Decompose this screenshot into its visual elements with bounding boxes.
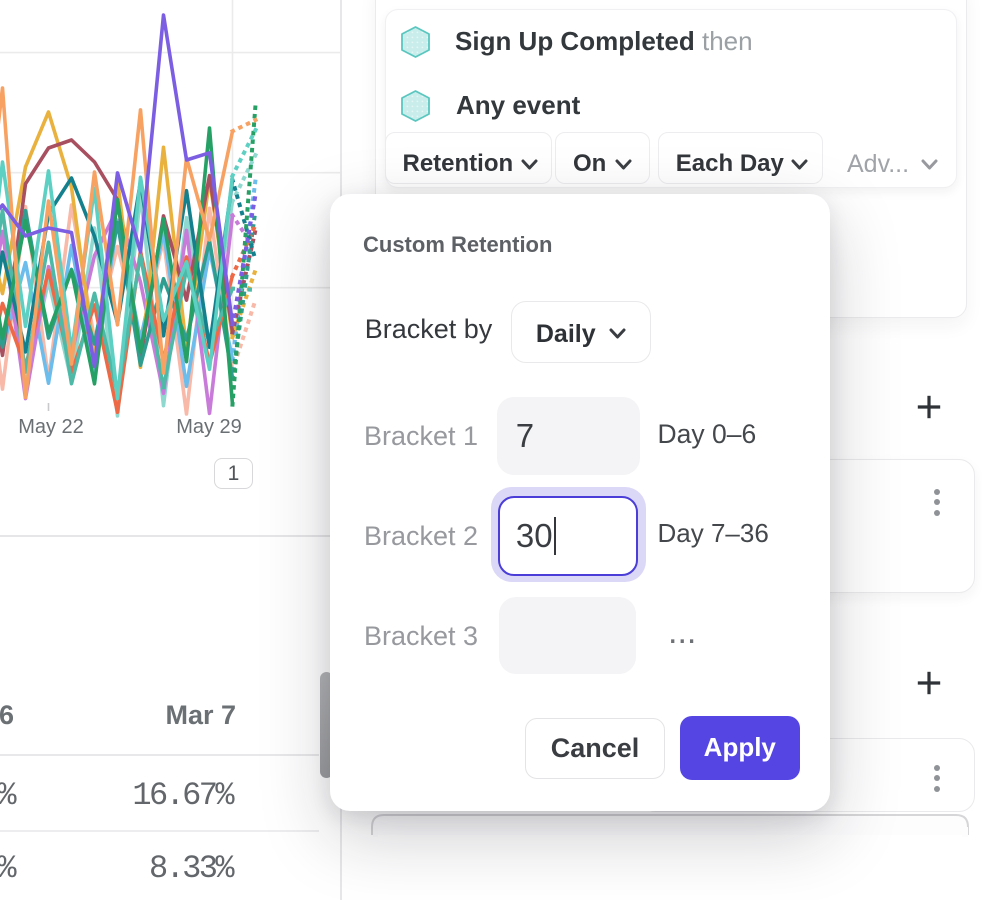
svg-text:May 22: May 22 [18,416,84,438]
svg-text:May 29: May 29 [176,416,242,438]
